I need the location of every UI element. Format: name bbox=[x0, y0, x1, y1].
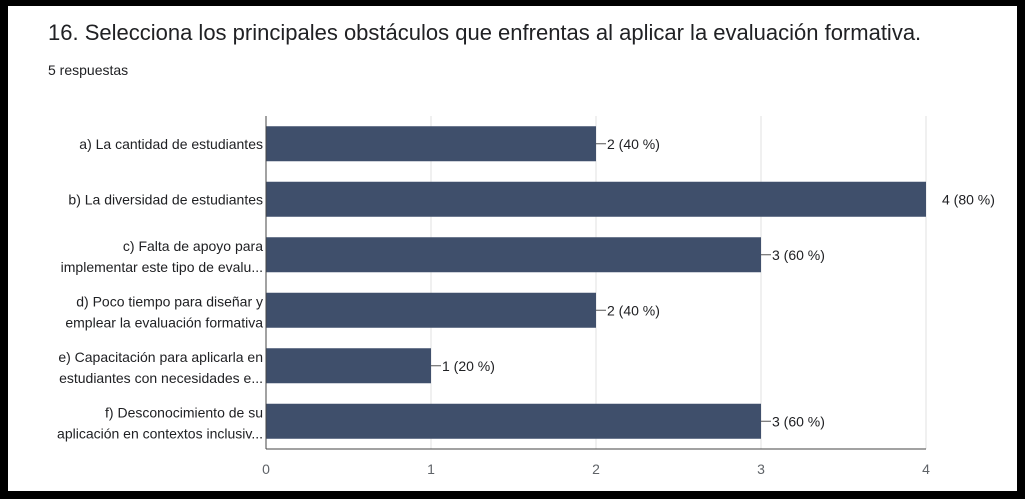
data-label-5: 3 (60 %) bbox=[772, 413, 825, 429]
data-label-1: 4 (80 %) bbox=[942, 191, 995, 207]
response-count: 5 respuestas bbox=[48, 62, 129, 78]
bar-0 bbox=[266, 126, 596, 162]
category-label-0: a) La cantidad de estudiantes bbox=[79, 136, 263, 152]
question-title: 16. Selecciona los principales obstáculo… bbox=[48, 20, 922, 45]
x-tick-label-1: 1 bbox=[427, 461, 435, 477]
chart-card: 16. Selecciona los principales obstáculo… bbox=[8, 6, 1017, 491]
bar-chart: 0 1 2 3 4 a) La cantidad de estudiantes 2 (40 … bbox=[57, 116, 995, 477]
bar-1 bbox=[266, 181, 926, 217]
bar-2 bbox=[266, 237, 761, 273]
bar-4 bbox=[266, 348, 431, 384]
category-label-5: f) Desconocimiento de su aplicación en co… bbox=[57, 404, 263, 441]
category-label-4: e) Capacitación para aplicarla en estudia… bbox=[58, 349, 263, 386]
data-label-2: 3 (60 %) bbox=[772, 247, 825, 263]
data-label-3: 2 (40 %) bbox=[607, 302, 660, 318]
x-tick-label-0: 0 bbox=[262, 461, 270, 477]
data-label-0: 2 (40 %) bbox=[607, 136, 660, 152]
x-tick-label-3: 3 bbox=[757, 461, 765, 477]
category-label-1: b) La diversidad de estudiantes bbox=[68, 191, 263, 207]
x-tick-label-4: 4 bbox=[922, 461, 930, 477]
data-label-4: 1 (20 %) bbox=[442, 358, 495, 374]
bar-3 bbox=[266, 292, 596, 328]
category-label-2: c) Falta de apoyo para implementar este t… bbox=[61, 238, 264, 275]
category-label-3: d) Poco tiempo para diseñar y emplear la … bbox=[65, 293, 263, 330]
x-tick-label-2: 2 bbox=[592, 461, 600, 477]
bar-5 bbox=[266, 403, 761, 439]
